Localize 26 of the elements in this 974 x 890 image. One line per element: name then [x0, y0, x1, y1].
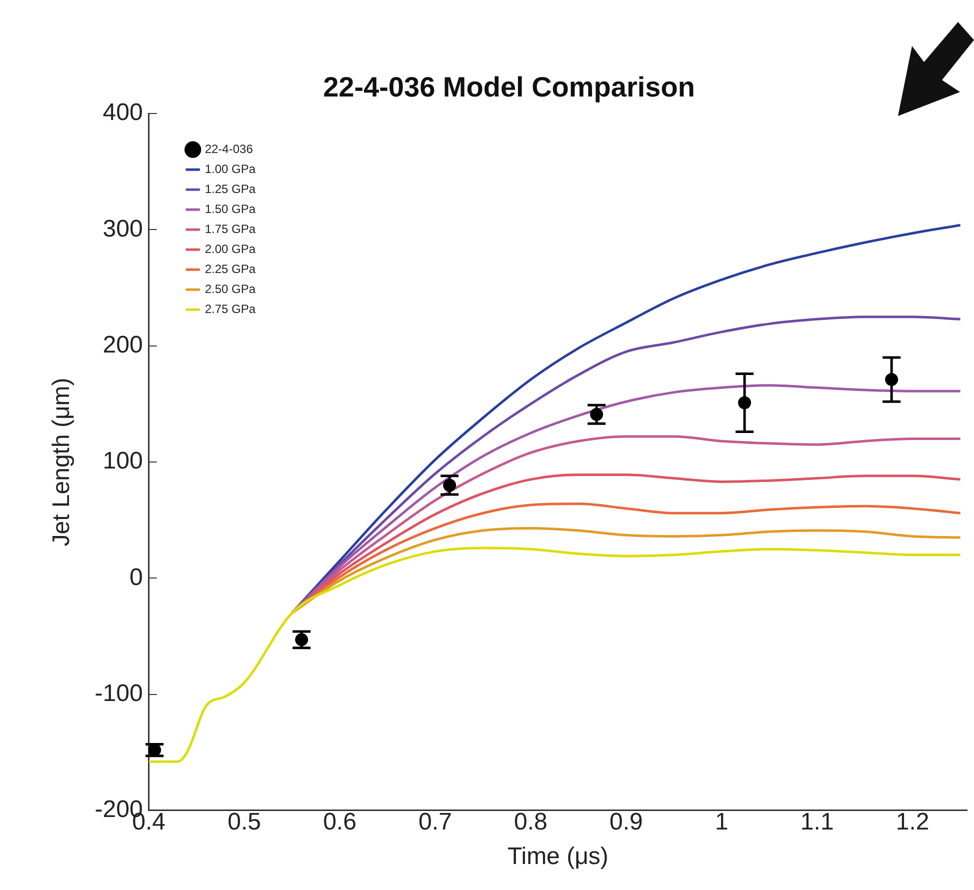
- legend-label: 1.25 GPa: [204, 182, 256, 196]
- legend-label: 1.50 GPa: [204, 202, 256, 216]
- y-tick-label: 200: [102, 331, 143, 358]
- y-axis-title: Jet Length (μm): [48, 378, 76, 546]
- legend-label: 2.25 GPa: [204, 262, 256, 276]
- y-tick-label: 100: [102, 448, 143, 475]
- legend-label: 2.00 GPa: [204, 242, 256, 256]
- x-tick-label: 0.7: [418, 808, 452, 836]
- x-tick-label: 0.8: [514, 808, 548, 836]
- x-tick-label: 1.2: [896, 808, 930, 836]
- y-tick-label: -100: [94, 680, 143, 707]
- x-axis-title: Time (μs): [507, 843, 608, 870]
- y-tick-label: 300: [102, 215, 143, 242]
- y-tick-label: 0: [129, 564, 143, 591]
- x-tick-label: 1.1: [800, 808, 834, 836]
- x-tick-label: 1: [714, 808, 728, 836]
- legend-label: 22-4-036: [204, 142, 254, 156]
- legend-label: 1.75 GPa: [204, 222, 256, 236]
- chart-title: 22-4-036 Model Comparison: [323, 72, 695, 103]
- x-tick-label: 0.6: [323, 808, 356, 836]
- legend-label: 2.75 GPa: [204, 302, 256, 316]
- legend-label: 2.50 GPa: [204, 282, 256, 296]
- x-tick-label: 0.9: [609, 808, 643, 836]
- y-tick-label: 400: [102, 99, 143, 126]
- x-tick-label: 0.5: [228, 808, 261, 836]
- legend-label: 1.00 GPa: [204, 162, 256, 176]
